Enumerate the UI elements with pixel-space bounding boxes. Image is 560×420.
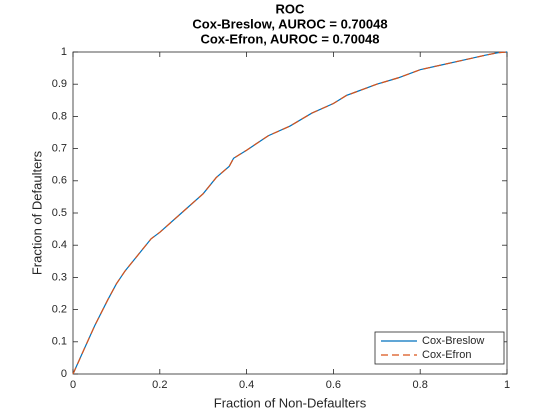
- y-tick-label: 0.9: [52, 78, 67, 90]
- x-tick-label: 1: [504, 379, 510, 391]
- plot-area: [72, 51, 508, 375]
- x-tick-label: 0: [70, 379, 76, 391]
- legend-box: [374, 331, 505, 365]
- y-tick-label: 0.3: [52, 271, 67, 283]
- chart-subtitle: Cox-Breslow, AUROC = 0.70048: [192, 16, 387, 31]
- y-tick-label: 0: [61, 368, 67, 380]
- legend-label: Cox-Breslow: [422, 335, 484, 347]
- line-series: [72, 51, 508, 375]
- chart-title: ROC: [276, 1, 306, 16]
- y-tick-label: 0.5: [52, 207, 67, 219]
- y-tick-label: 0.1: [52, 336, 67, 348]
- y-tick-label: 0.2: [52, 304, 67, 316]
- y-tick-label: 0.8: [52, 110, 67, 122]
- y-axis-label: Fraction of Defaulters: [29, 150, 44, 275]
- chart-subtitle: Cox-Efron, AUROC = 0.70048: [200, 31, 379, 46]
- y-tick-label: 0.4: [52, 239, 67, 251]
- x-tick-label: 0.2: [152, 379, 167, 391]
- legend-label: Cox-Efron: [422, 349, 472, 361]
- x-axis-label: Fraction of Non-Defaulters: [214, 395, 367, 410]
- x-tick-label: 0.4: [239, 379, 254, 391]
- x-tick-label: 0.8: [413, 379, 428, 391]
- y-tick-label: 0.7: [52, 143, 67, 155]
- y-tick-label: 1: [61, 46, 67, 58]
- y-tick-label: 0.6: [52, 175, 67, 187]
- x-tick-label: 0.6: [326, 379, 341, 391]
